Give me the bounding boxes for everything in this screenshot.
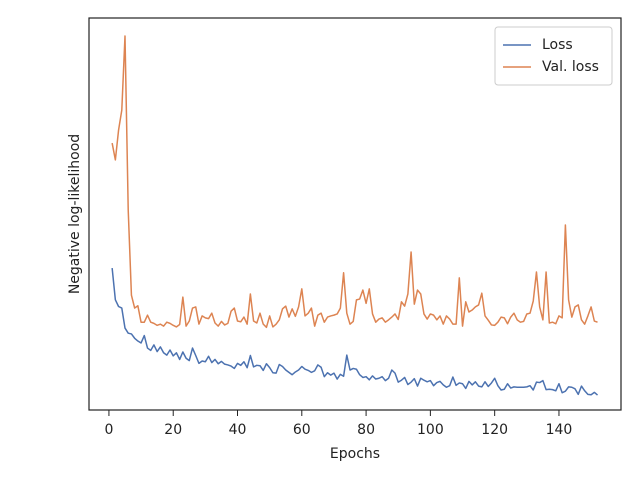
x-axis-label: Epochs xyxy=(330,446,380,462)
x-tick-label: 0 xyxy=(104,422,113,438)
x-tick-label: 140 xyxy=(546,422,573,438)
series-line xyxy=(111,35,598,329)
x-tick-label: 80 xyxy=(357,422,375,438)
legend-box xyxy=(494,26,613,86)
y-axis-label: Negative log-likelihood xyxy=(67,134,83,294)
legend-label: Val. loss xyxy=(542,59,599,75)
x-tick-label: 60 xyxy=(293,422,311,438)
x-tick-label: 40 xyxy=(229,422,247,438)
x-tick-label: 120 xyxy=(481,422,508,438)
x-tick-label: 20 xyxy=(164,422,182,438)
plot-frame xyxy=(88,17,622,411)
legend-label: Loss xyxy=(542,37,573,53)
x-tick-label: 100 xyxy=(417,422,444,438)
series-line xyxy=(111,268,599,396)
